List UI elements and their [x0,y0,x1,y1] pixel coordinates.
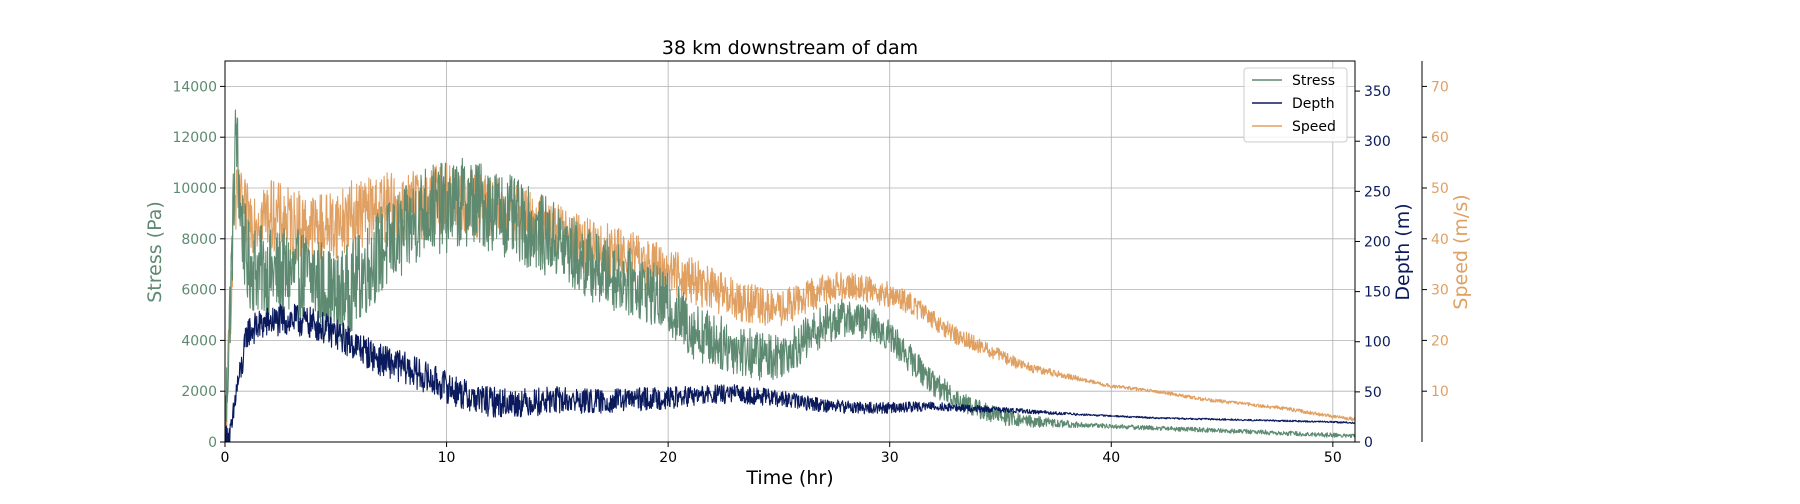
chart-title: 38 km downstream of dam [662,37,918,59]
depth-tick-label: 200 [1364,234,1391,250]
legend-label-depth: Depth [1292,96,1335,112]
series-line-depth [225,303,1355,442]
x-tick-label: 50 [1324,450,1342,466]
depth-tick-label: 250 [1364,184,1391,200]
stress-tick-label: 2000 [181,384,217,400]
series-layer [225,109,1355,442]
series-line-speed [225,162,1355,442]
x-tick-label: 30 [881,450,899,466]
x-tick-label: 40 [1102,450,1120,466]
depth-tick-label: 150 [1364,285,1391,301]
speed-tick-label: 30 [1431,283,1449,299]
x-axis: 0 10 20 30 40 50 [221,442,1342,466]
stress-tick-label: 12000 [172,130,217,146]
depth-tick-label: 100 [1364,335,1391,351]
speed-tick-label: 20 [1431,333,1449,349]
speed-axis-title: Speed (m/s) [1450,194,1472,309]
depth-tick-label: 0 [1364,435,1373,451]
legend-box [1243,67,1348,143]
x-tick-label: 10 [438,450,456,466]
depth-tick-label: 50 [1364,385,1382,401]
legend: Stress Depth Speed [1243,67,1348,143]
legend-label-speed: Speed [1292,119,1336,135]
depth-tick-label: 350 [1364,84,1391,100]
plot-frame [224,60,1356,443]
speed-axis: 10 20 30 40 50 60 70 [1421,61,1449,442]
depth-tick-label: 300 [1364,134,1391,150]
stress-tick-label: 0 [208,435,217,451]
legend-label-stress: Stress [1292,73,1335,89]
depth-axis: 0 50 100 150 200 250 300 350 [1355,84,1391,451]
x-tick-label: 0 [221,450,230,466]
stress-tick-label: 6000 [181,283,217,299]
stress-tick-label: 4000 [181,333,217,349]
speed-tick-label: 40 [1431,232,1449,248]
stress-axis: 0 2000 4000 6000 8000 10000 12000 14000 [172,79,225,451]
speed-tick-label: 60 [1431,130,1449,146]
series-line-stress [225,109,1355,442]
stress-axis-title: Stress (Pa) [144,201,166,303]
speed-tick-label: 10 [1431,384,1449,400]
stress-tick-label: 8000 [181,232,217,248]
x-axis-title: Time (hr) [745,467,833,489]
depth-axis-title: Depth (m) [1392,203,1414,300]
stress-tick-label: 10000 [172,181,217,197]
x-tick-label: 20 [659,450,677,466]
speed-tick-label: 50 [1431,181,1449,197]
stress-tick-label: 14000 [172,79,217,95]
speed-tick-label: 70 [1431,79,1449,95]
